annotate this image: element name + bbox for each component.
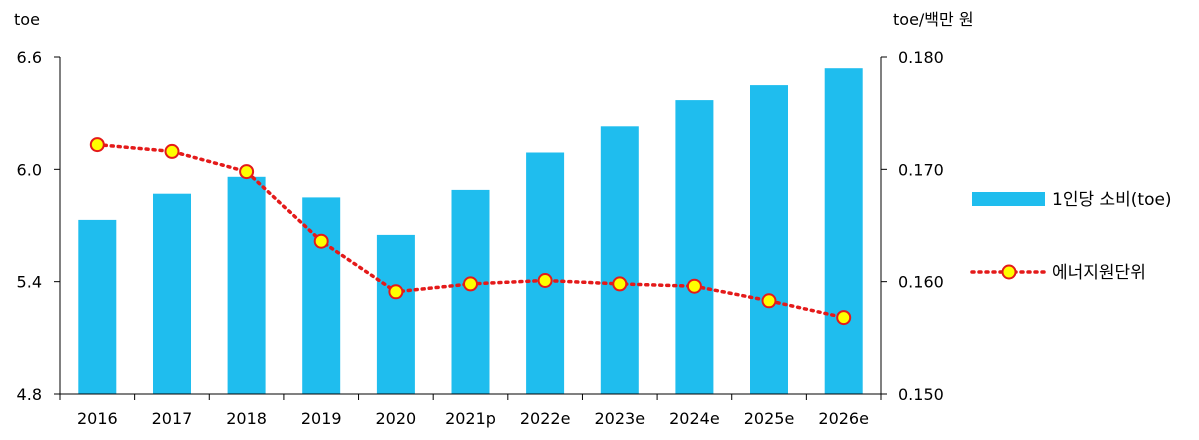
x-axis-tick-label: 2019 [301, 409, 342, 428]
left-axis-unit: toe [14, 10, 40, 29]
x-axis-tick-label: 2025e [744, 409, 795, 428]
right-axis-tick-label: 0.180 [898, 48, 944, 67]
bar [451, 189, 490, 394]
bar [824, 68, 863, 394]
x-axis-tick-label: 2017 [152, 409, 193, 428]
legend: 1인당 소비(toe) 에너지원단위 [970, 190, 1172, 283]
right-axis-tick-label: 0.160 [898, 273, 944, 292]
legend-bar-label: 1인당 소비(toe) [1052, 190, 1172, 210]
x-axis-tick-label: 2021p [445, 409, 496, 428]
left-axis-tick-label: 6.0 [17, 160, 42, 179]
line-point [164, 143, 180, 159]
line-point [537, 273, 553, 288]
line-point [463, 276, 478, 292]
x-axis-tick-label: 2023e [594, 409, 645, 428]
bar [675, 100, 714, 394]
bar [600, 126, 639, 395]
line-point [388, 284, 404, 300]
legend-line-label: 에너지원단위 [1052, 263, 1146, 283]
x-axis-tick-label: 2022e [520, 409, 571, 428]
x-axis-tick-label: 2026e [818, 409, 869, 428]
line-point [239, 164, 255, 180]
right-axis-tick-label: 0.150 [898, 385, 944, 404]
x-axis-tick-label: 2024e [669, 409, 720, 428]
line-point [313, 233, 329, 249]
left-axis-tick-label: 4.8 [17, 385, 42, 404]
line-series [89, 137, 852, 326]
line-point [686, 278, 702, 294]
right-axis-unit: toe/백만 원 [893, 10, 974, 29]
right-axis-tick-label: 0.170 [898, 160, 944, 179]
line-point [761, 293, 777, 309]
bar [750, 85, 788, 394]
line-point [612, 276, 628, 292]
legend-bar-swatch [972, 192, 1045, 206]
x-axis-tick-label: 2016 [77, 409, 118, 428]
bar-series [78, 68, 863, 395]
line-point [836, 310, 852, 326]
bar [227, 176, 266, 394]
bar [78, 219, 117, 394]
x-axis-tick-label: 2018 [226, 409, 267, 428]
bar [153, 193, 191, 394]
bar [376, 234, 415, 394]
bar [302, 197, 341, 394]
left-axis-tick-label: 5.4 [17, 273, 42, 292]
axes: 4.8 5.4 6.0 6.6 0.150 0.160 0.170 0.180 2016 2017… [17, 48, 944, 428]
legend-line-marker [1001, 264, 1017, 280]
x-axis-tick-label: 2020 [376, 409, 417, 428]
line-point [89, 137, 105, 153]
left-axis-tick-label: 6.6 [17, 48, 42, 67]
